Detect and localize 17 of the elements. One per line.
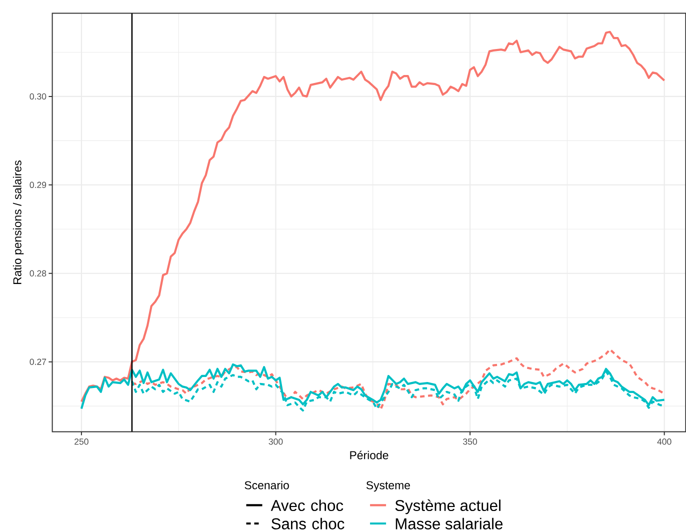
x-tick-label: 300 [268,438,283,445]
y-tick-label: 0.27 [30,358,46,365]
legend-label: Sans choc [272,518,344,530]
y-tick-label: 0.29 [30,182,46,188]
x-tick-label: 400 [657,438,672,445]
legend-label: Masse salariale [396,518,503,530]
legend-label: Avec choc [270,500,344,512]
x-axis-title: Période [350,450,388,460]
x-tick-label: 250 [74,438,88,445]
y-tick-label: 0.30 [30,93,46,100]
line-series [80,363,666,410]
text: Scenario [244,480,289,490]
text: Systeme [366,481,410,492]
legend-label: Système actuel [395,499,500,514]
y-axis-title: Ratio pensions / salaires [12,160,24,284]
y-tick-label: 0.28 [30,270,46,276]
x-tick-label: 350 [463,438,478,445]
